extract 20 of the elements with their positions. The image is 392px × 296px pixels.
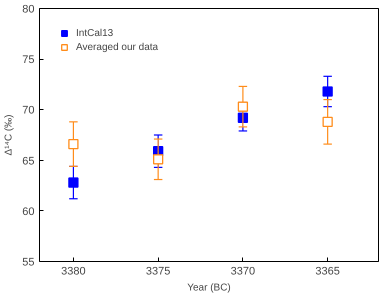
point	[322, 116, 333, 127]
y-tick-label: 70	[22, 104, 35, 117]
point	[68, 177, 79, 188]
legend-label: Averaged our data	[76, 42, 158, 52]
x-tick-label: 3370	[230, 266, 256, 278]
x-tick-label: 3375	[146, 266, 170, 278]
x-axis-title: Year (BC)	[187, 282, 231, 294]
x-tick-label: 3380	[61, 266, 86, 278]
point	[153, 154, 164, 164]
x-tick-label: 3365	[315, 266, 340, 278]
y-tick-label: 60	[22, 206, 35, 218]
point	[322, 86, 333, 97]
point	[238, 102, 248, 112]
point	[68, 138, 79, 150]
legend-label: IntCal13	[76, 28, 114, 38]
y-tick-label: 75	[22, 54, 35, 66]
y-axis-title: Δ¹⁴C (‰)	[3, 114, 14, 156]
y-tick-label: 55	[22, 256, 35, 268]
y-tick-label: 80	[22, 4, 35, 16]
y-tick-label: 65	[22, 155, 35, 168]
